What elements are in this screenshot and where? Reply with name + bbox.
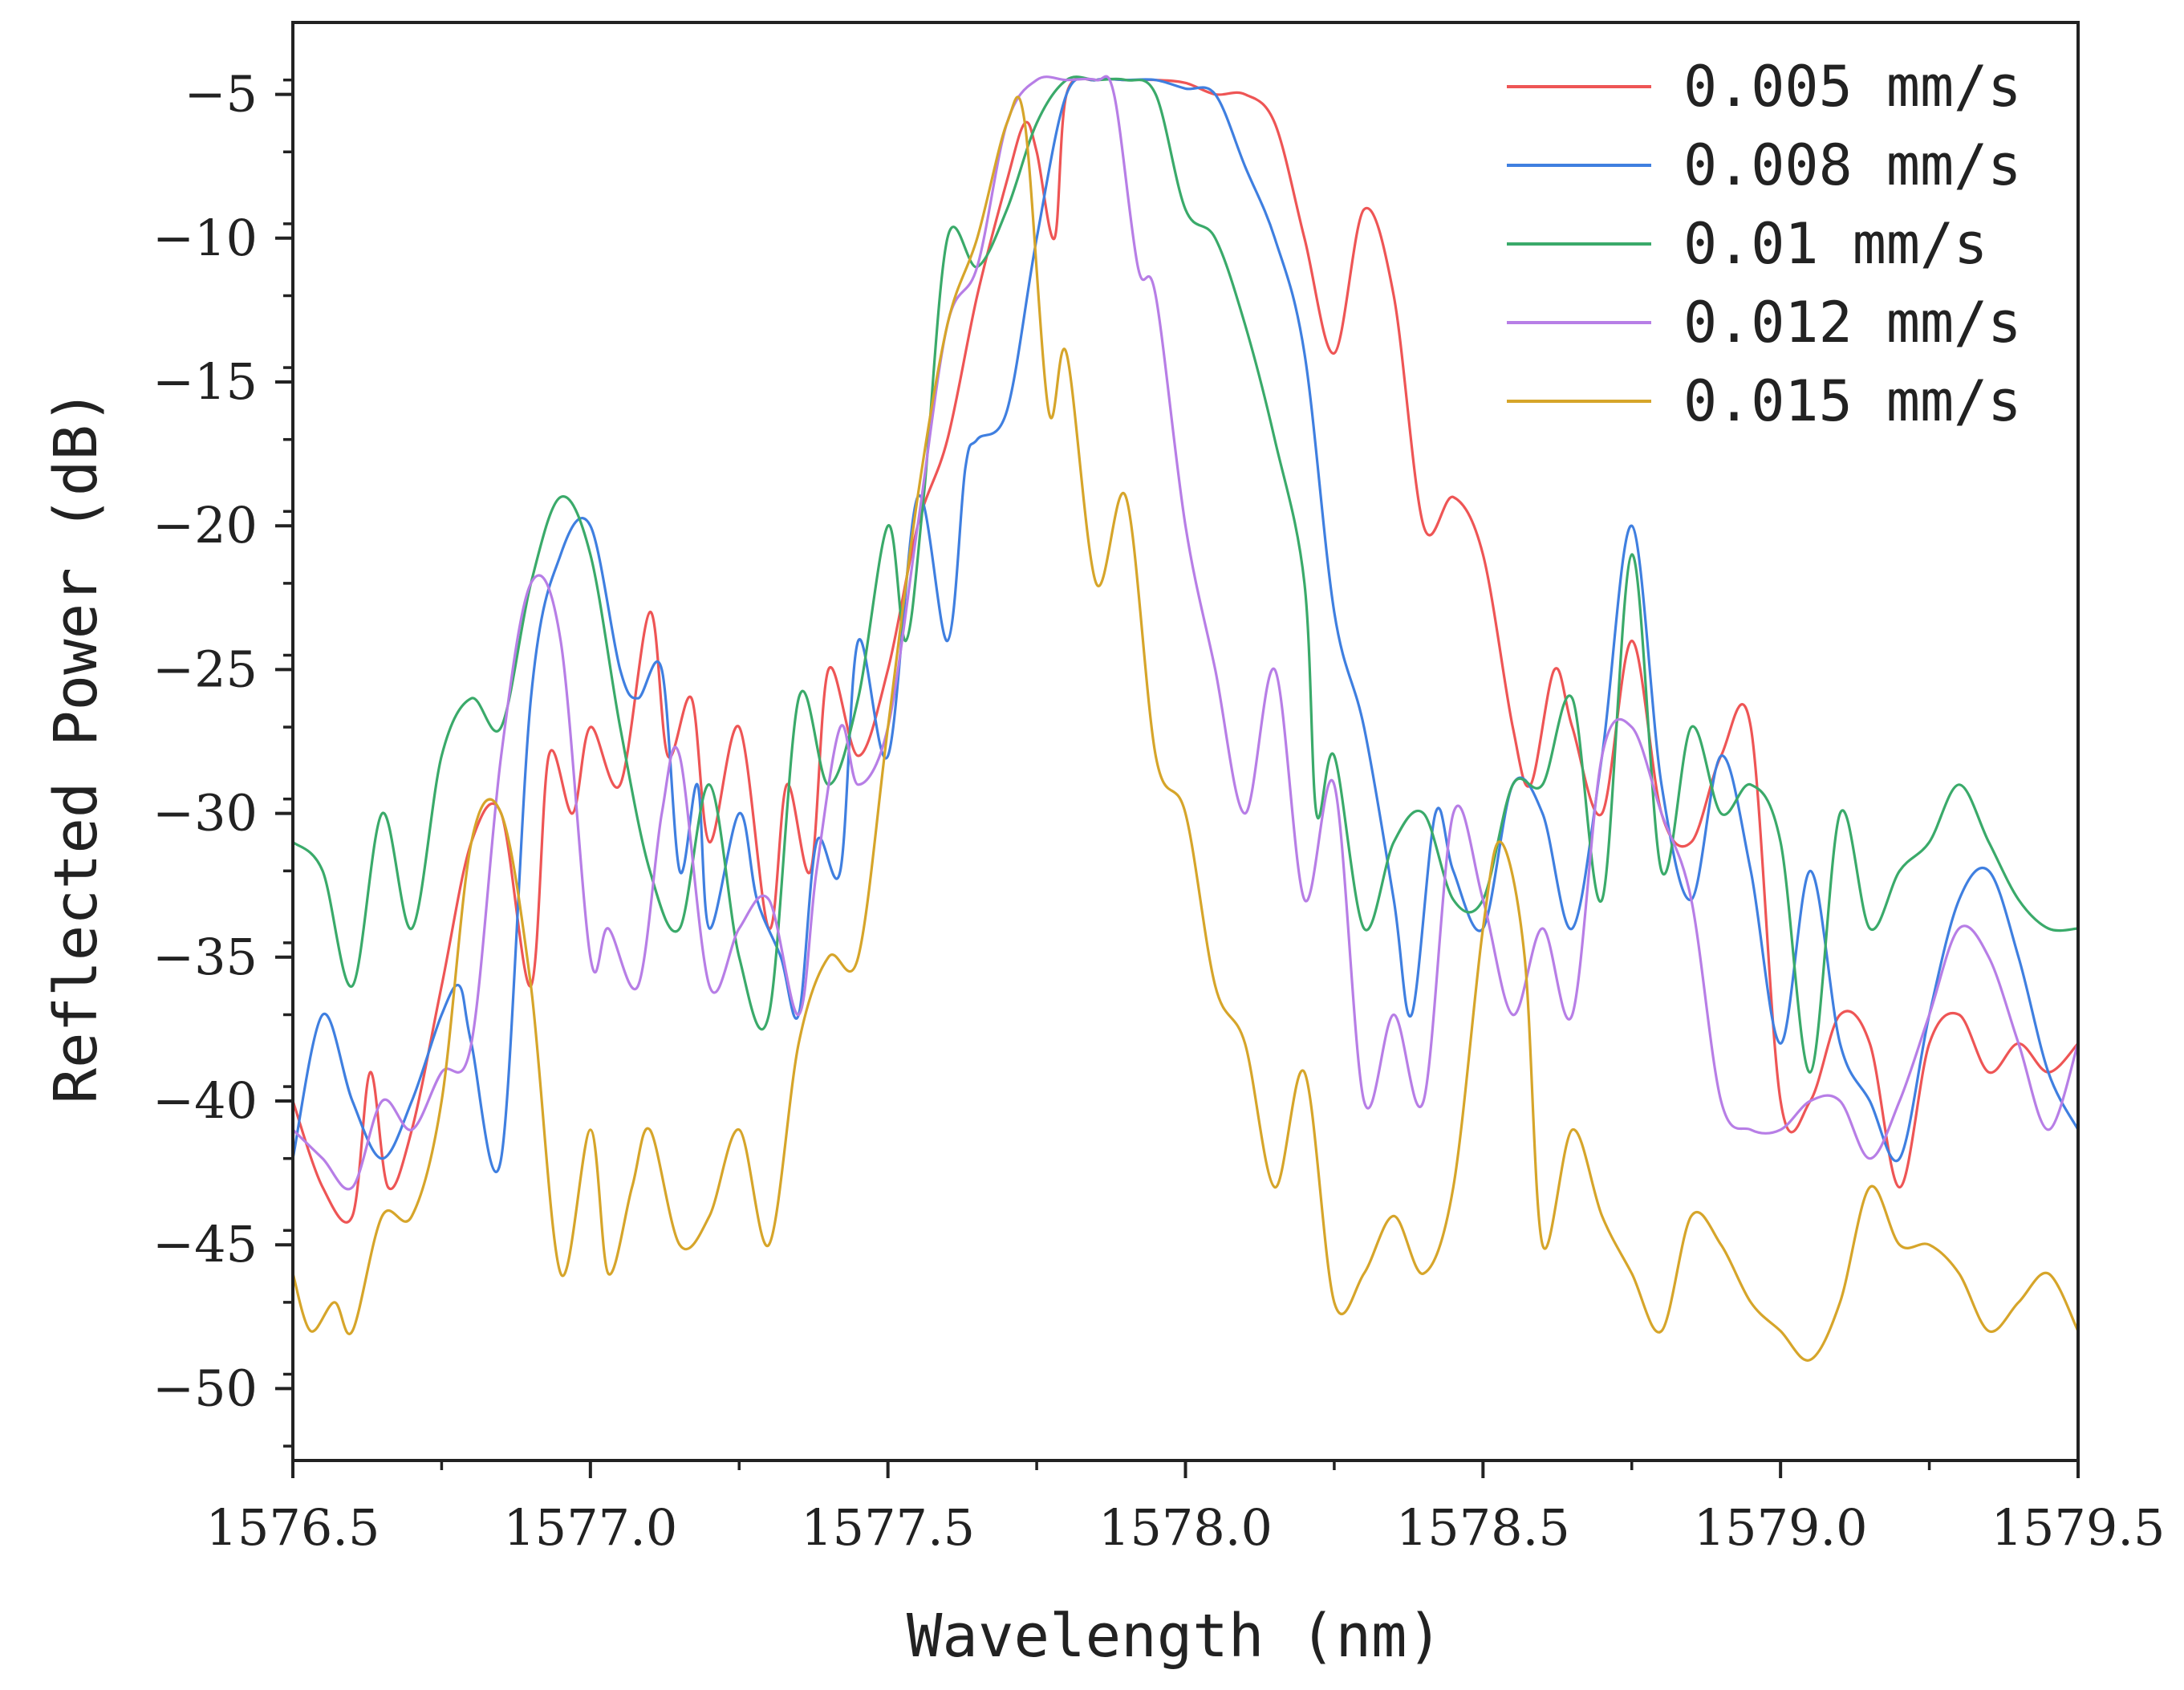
y-tick-label: −10 <box>152 209 258 267</box>
series-line-1 <box>291 76 2080 1224</box>
x-tick-label: 1576.5 <box>206 1498 380 1557</box>
x-tick-label: 1578.0 <box>1098 1498 1273 1557</box>
legend-label-3: 0.01 mm/s <box>1683 211 1987 277</box>
x-axis-ticks: 1576.5 1577.0 1577.5 1578.0 1578.5 1579.0 1579… <box>206 1460 2166 1557</box>
y-tick-label: −45 <box>152 1215 258 1274</box>
y-tick-label: −50 <box>152 1359 258 1417</box>
y-tick-label: −30 <box>152 784 258 843</box>
y-tick-label: −20 <box>152 496 258 555</box>
series-line-5 <box>291 95 2080 1362</box>
x-tick-label: 1578.5 <box>1396 1498 1570 1557</box>
series-layer <box>291 75 2080 1362</box>
x-tick-label: 1577.5 <box>801 1498 975 1557</box>
x-tick-label: 1579.0 <box>1694 1498 1868 1557</box>
legend-label-1: 0.005 mm/s <box>1683 54 2021 120</box>
x-axis-title: Wavelength (nm) <box>907 1602 1443 1671</box>
y-axis-ticks: −5 −10 −15 −20 −25 −30 −35 −40 −45 −50 <box>152 65 293 1448</box>
y-tick-label: −40 <box>152 1071 258 1130</box>
y-tick-label: −5 <box>185 65 258 124</box>
x-tick-label: 1577.0 <box>503 1498 677 1557</box>
y-tick-label: −25 <box>152 640 258 698</box>
x-tick-label: 1579.5 <box>1991 1498 2166 1557</box>
y-axis-title: Reflected Power (dB) <box>42 388 111 1103</box>
series-line-3 <box>291 75 2079 1074</box>
y-tick-label: −15 <box>152 352 258 411</box>
legend: 0.005 mm/s 0.008 mm/s 0.01 mm/s 0.012 mm/s 0… <box>1507 54 2021 434</box>
legend-label-5: 0.015 mm/s <box>1683 368 2021 434</box>
legend-label-4: 0.012 mm/s <box>1683 290 2021 355</box>
series-line-4 <box>291 75 2080 1191</box>
y-tick-label: −35 <box>152 928 258 986</box>
legend-label-2: 0.008 mm/s <box>1683 132 2021 198</box>
